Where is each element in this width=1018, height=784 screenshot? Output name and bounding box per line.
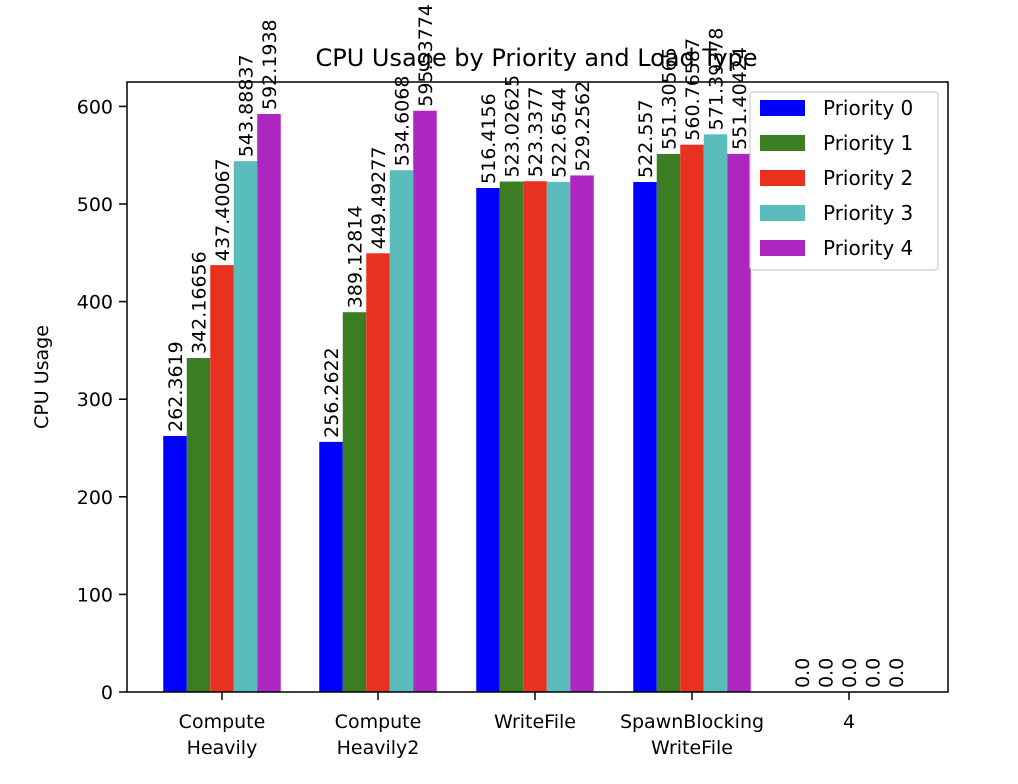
x-tick-label: WriteFile [494, 711, 576, 733]
x-tick-label: WriteFile [651, 737, 733, 759]
bar-priority-1-cat-0 [186, 358, 211, 692]
chart-title: CPU Usage by Priority and Load Type [315, 44, 757, 72]
value-label: 551.40424 [729, 47, 751, 150]
bars-layer [163, 110, 751, 693]
x-tick-label: Compute [335, 711, 422, 733]
bar-priority-1-cat-1 [342, 312, 367, 692]
bar-priority-4-cat-1 [413, 110, 437, 692]
bar-priority-0-cat-1 [319, 441, 343, 692]
value-label: 449.49277 [368, 147, 390, 250]
bar-priority-0-cat-0 [163, 435, 187, 692]
value-label: 523.3377 [525, 87, 547, 178]
y-tick-label: 300 [77, 389, 113, 411]
bar-priority-1-cat-3 [656, 153, 681, 692]
value-label: 389.12814 [345, 205, 367, 308]
legend-swatch [760, 240, 805, 256]
x-tick-label: 4 [843, 711, 855, 733]
bar-priority-3-cat-1 [389, 170, 414, 693]
value-label: 543.88837 [236, 54, 258, 157]
x-axis: Compute Heavily Compute Heavily2 WriteFile Sp… [179, 692, 855, 759]
y-tick-label: 0 [101, 682, 113, 704]
legend-label: Priority 4 [823, 236, 913, 260]
bar-priority-1-cat-2 [499, 181, 524, 692]
bar-priority-3-cat-3 [703, 134, 728, 692]
legend-swatch [760, 205, 805, 221]
value-label: 0.0 [792, 658, 814, 688]
bar-priority-4-cat-3 [727, 153, 751, 692]
value-label: 0.0 [816, 658, 838, 688]
legend-swatch [760, 100, 805, 116]
value-label: 342.16656 [189, 251, 211, 354]
y-tick-label: 400 [77, 292, 113, 314]
bar-priority-2-cat-3 [680, 144, 704, 692]
value-label: 523.02625 [502, 75, 524, 178]
value-label: 534.6068 [392, 76, 414, 167]
y-tick-label: 100 [77, 584, 113, 606]
x-tick-label: Heavily2 [337, 737, 420, 759]
bar-priority-3-cat-2 [546, 181, 571, 692]
plot-frame [126, 81, 949, 693]
y-axis-label: CPU Usage [31, 325, 53, 429]
y-axis: 0 100 200 300 400 500 600 [77, 96, 127, 704]
legend-swatch [760, 135, 805, 151]
x-tick-label: SpawnBlocking [620, 711, 764, 733]
value-label: 571.39378 [706, 28, 728, 131]
y-tick-label: 500 [77, 194, 113, 216]
bar-priority-4-cat-0 [257, 114, 281, 692]
value-label: 592.1938 [259, 19, 281, 110]
y-tick-label: 200 [77, 487, 113, 509]
value-labels-layer: 262.3619 256.2622 516.4156 522.557 0.0 342.16… [165, 4, 908, 688]
bar-priority-3-cat-0 [233, 161, 258, 692]
bar-priority-0-cat-2 [476, 187, 500, 693]
value-label: 516.4156 [478, 93, 500, 184]
bar-priority-4-cat-2 [570, 175, 594, 692]
value-label: 595.53774 [415, 4, 437, 107]
legend-label: Priority 3 [823, 201, 913, 225]
legend: Priority 0 Priority 1 Priority 2 Priority 3… [749, 91, 939, 271]
x-tick-label: Heavily [187, 737, 258, 759]
value-label: 437.40067 [212, 158, 234, 261]
value-label: 529.2562 [572, 81, 594, 172]
x-tick-label: Compute [179, 711, 266, 733]
value-label: 256.2622 [321, 347, 343, 438]
legend-label: Priority 1 [823, 131, 913, 155]
legend-label: Priority 0 [823, 96, 913, 120]
value-label: 0.0 [839, 658, 861, 688]
value-label: 560.76587 [682, 38, 704, 141]
value-label: 262.3619 [165, 341, 187, 432]
value-label: 522.6544 [549, 87, 571, 178]
value-label: 551.30565 [659, 47, 681, 150]
bar-priority-2-cat-2 [523, 181, 547, 692]
legend-swatch [760, 170, 805, 186]
legend-label: Priority 2 [823, 166, 913, 190]
bar-priority-0-cat-3 [633, 181, 657, 693]
value-label: 0.0 [863, 658, 885, 688]
y-tick-label: 600 [77, 96, 113, 118]
bar-priority-2-cat-0 [210, 265, 234, 692]
value-label: 522.557 [635, 99, 657, 178]
bar-priority-2-cat-1 [366, 253, 390, 693]
value-label: 0.0 [886, 658, 908, 688]
